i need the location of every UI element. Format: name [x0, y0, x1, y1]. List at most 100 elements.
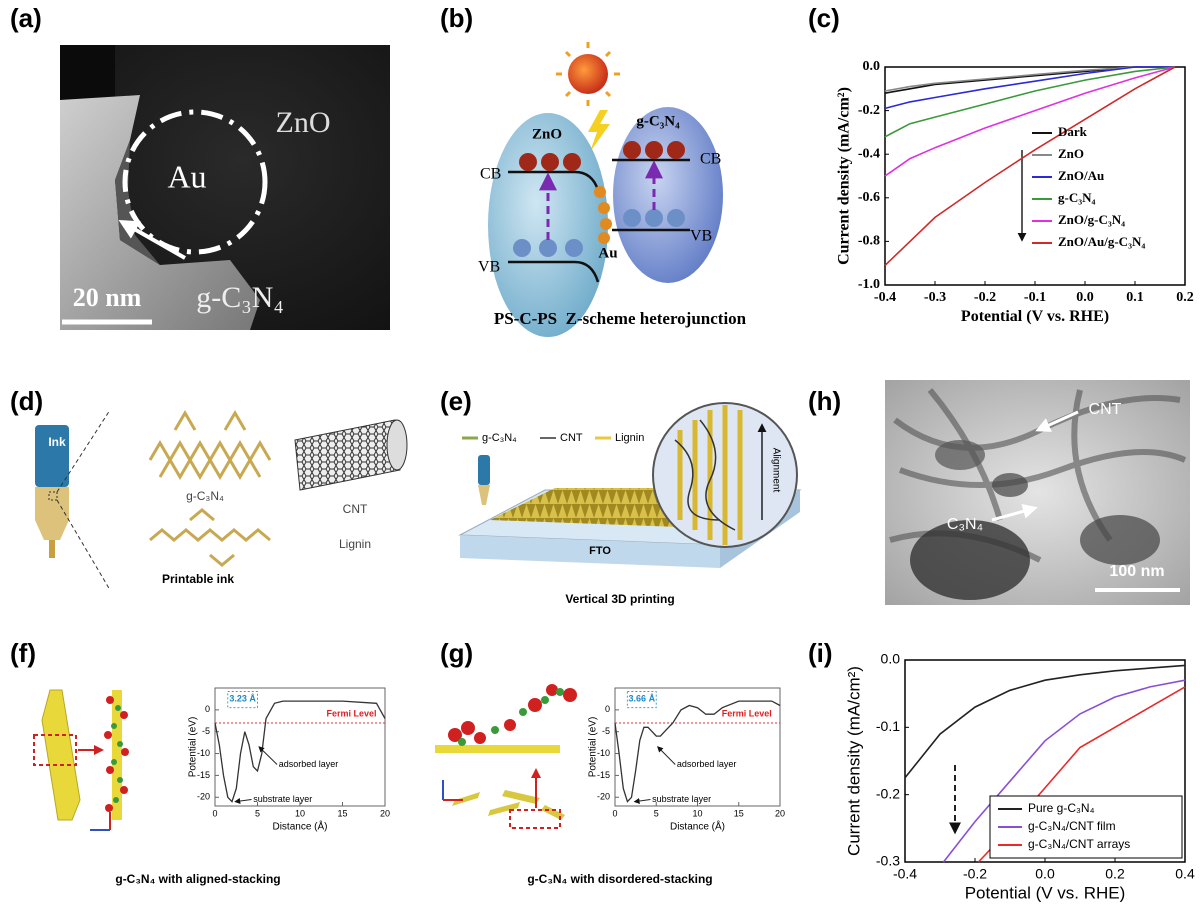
y-tick-label: -10 — [197, 748, 210, 758]
legend-label: Dark — [1058, 124, 1088, 139]
annotation: 3.23 Å — [229, 694, 256, 704]
y-tick-label: -10 — [597, 748, 610, 758]
y-tick-label: -15 — [597, 770, 610, 780]
y-tick-label: -20 — [197, 792, 210, 802]
annotation: substrate layer — [652, 794, 711, 804]
x-tick-label: 20 — [380, 808, 390, 818]
scale-bar-label: 20 nm — [73, 283, 142, 312]
x-tick-label: 0.1 — [1126, 290, 1144, 305]
label: ZnO — [532, 126, 562, 142]
x-tick-label: 15 — [734, 808, 744, 818]
legend-label: g-C₃N₄ — [1058, 190, 1096, 205]
legend-label: Lignin — [615, 432, 644, 444]
panel-label: (b) — [440, 3, 473, 33]
x-tick-label: -0.2 — [974, 290, 996, 305]
y-axis-label: Current density (mA/cm²) — [844, 666, 863, 856]
plot-frame — [214, 687, 386, 807]
series-line — [942, 679, 1186, 863]
y-tick-label: 0 — [605, 704, 610, 714]
legend-label: g-C₃N₄/CNT film — [1028, 819, 1116, 833]
x-tick-label: 5 — [255, 808, 260, 818]
series-line — [884, 66, 1175, 110]
x-tick-label: -0.4 — [893, 865, 917, 881]
x-tick-label: 15 — [337, 808, 347, 818]
x-axis-label: Distance (Å) — [670, 819, 725, 832]
annotation: Fermi Level — [326, 708, 376, 718]
y-tick-label: -0.3 — [876, 853, 900, 869]
y-tick-label: -0.1 — [876, 718, 900, 734]
y-tick-label: -20 — [597, 792, 610, 802]
label: C₃N₄ — [947, 516, 983, 533]
panel-label: (g) — [440, 638, 473, 668]
label: Au — [167, 158, 206, 194]
x-tick-label: 0.0 — [1035, 865, 1055, 881]
y-tick-label: -5 — [202, 726, 210, 736]
y-axis-label: Potential (eV) — [588, 717, 599, 778]
label: VB — [690, 228, 712, 245]
series-line — [614, 700, 781, 803]
structure-model — [33, 689, 129, 831]
annotation-arrow — [657, 746, 676, 765]
tem-image — [60, 45, 390, 330]
panel-label: (i) — [808, 638, 833, 668]
label: Ink — [48, 435, 66, 449]
series-line — [884, 66, 1175, 94]
caption: PS-C-PS Z-scheme heterojunction — [494, 309, 747, 328]
x-axis-label: Potential (V vs. RHE) — [961, 308, 1109, 325]
scale-bar-label: 100 nm — [1109, 563, 1164, 580]
y-tick-label: 0.0 — [863, 59, 881, 74]
annotation-arrow — [633, 797, 651, 804]
ink-illustration — [35, 409, 408, 591]
x-axis-label: Potential (V vs. RHE) — [965, 884, 1126, 903]
label: g-C₃N₄ — [196, 281, 284, 314]
series-line — [904, 664, 1186, 779]
tem-image — [885, 380, 1190, 605]
x-tick-label: 0.0 — [1076, 290, 1094, 305]
annotation: Fermi Level — [722, 708, 772, 718]
legend-label: Pure g-C₃N₄ — [1028, 801, 1095, 815]
x-tick-label: 20 — [775, 808, 785, 818]
x-tick-label: 5 — [654, 808, 659, 818]
label: CB — [480, 166, 501, 183]
gap-marker — [626, 690, 657, 709]
structure-model — [435, 684, 577, 829]
caption: g-C₃N₄ with aligned-stacking — [115, 872, 280, 886]
x-tick-label: 10 — [295, 808, 305, 818]
panel-label: (c) — [808, 3, 840, 33]
label: VB — [478, 259, 500, 276]
legend-label: ZnO/g-C₃N₄ — [1058, 212, 1125, 227]
legend-label: ZnO/Au — [1058, 168, 1104, 183]
panel-label: (h) — [808, 386, 841, 416]
gap-marker — [227, 690, 258, 709]
band-diagram — [488, 42, 723, 337]
legend-label: g-C₃N₄ — [482, 432, 517, 444]
y-tick-label: -0.2 — [858, 103, 880, 118]
y-tick-label: -5 — [602, 726, 610, 736]
label: CNT — [1089, 401, 1122, 418]
y-tick-label: -0.8 — [858, 234, 880, 249]
caption: Printable ink — [162, 572, 234, 586]
y-tick-label: -0.4 — [858, 146, 880, 161]
series-line — [884, 66, 1176, 138]
x-tick-label: -0.4 — [874, 290, 896, 305]
y-axis-label: Current density (mA/cm²) — [836, 87, 853, 265]
annotation-arrow — [234, 798, 252, 804]
y-tick-label: -0.2 — [876, 785, 900, 801]
y-tick-label: -0.6 — [858, 190, 880, 205]
x-tick-label: -0.3 — [924, 290, 946, 305]
label: CB — [700, 151, 721, 168]
series-line — [884, 66, 1176, 266]
x-tick-label: 0 — [212, 808, 217, 818]
panel-label: (e) — [440, 386, 472, 416]
label: Au — [598, 245, 617, 261]
y-axis-label: Potential (eV) — [188, 717, 199, 778]
x-tick-label: 0.2 — [1105, 865, 1125, 881]
annotation-arrow — [258, 746, 278, 765]
label: CNT — [343, 502, 368, 516]
label: Lignin — [339, 537, 371, 551]
label: FTO — [589, 545, 611, 557]
series-line — [214, 700, 386, 803]
x-axis-label: Distance (Å) — [272, 819, 327, 832]
x-tick-label: 0.2 — [1176, 290, 1194, 305]
